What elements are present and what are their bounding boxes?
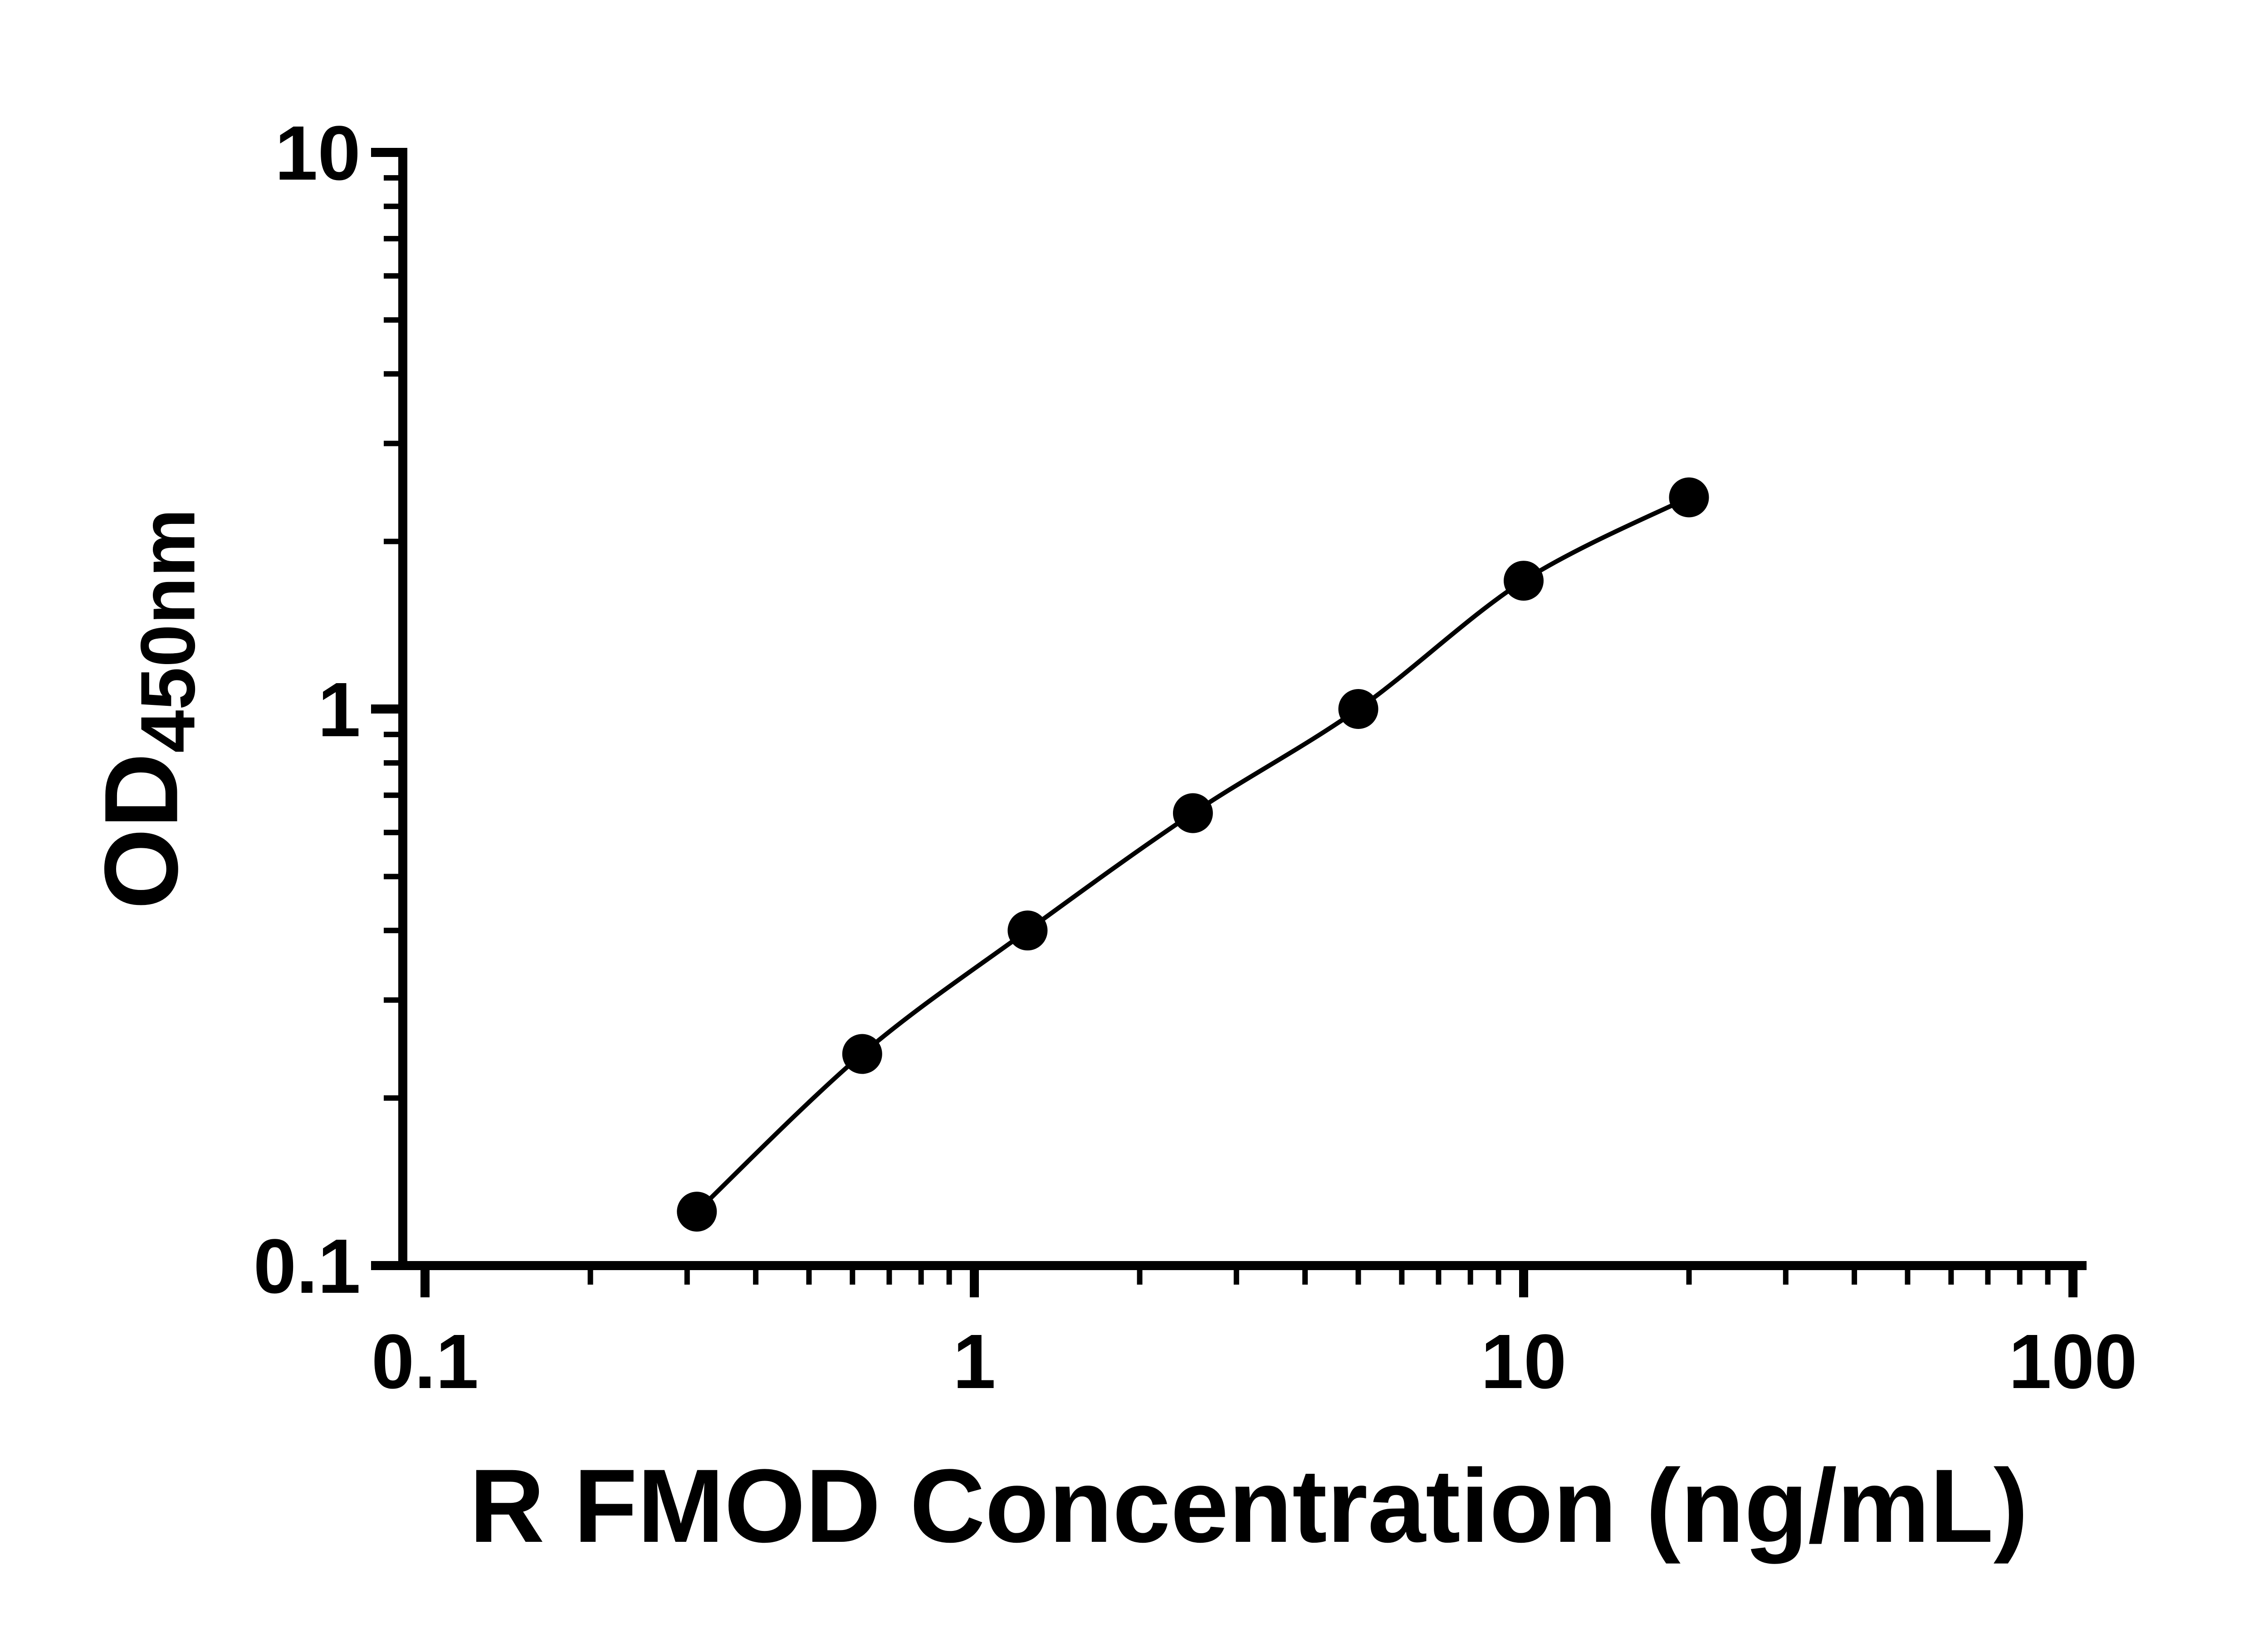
data-point-marker <box>1173 793 1213 833</box>
standard-curve-line <box>695 495 1690 1213</box>
y-tick-label: 0.1 <box>254 1223 361 1310</box>
data-point-marker <box>677 1192 717 1232</box>
y-axis-title-subscript: 450nm <box>125 508 211 753</box>
x-tick-label: 10 <box>1481 1319 1566 1405</box>
x-tick-label: 1 <box>953 1319 996 1405</box>
y-tick-label: 1 <box>318 667 361 753</box>
x-tick-label: 100 <box>2009 1319 2137 1405</box>
y-axis-title-main: OD <box>83 753 200 909</box>
x-axis-title: R FMOD Concentration (ng/mL) <box>469 1447 2028 1564</box>
data-point-marker <box>1338 689 1378 729</box>
data-point-marker <box>1669 477 1709 518</box>
data-point-marker <box>1504 561 1544 601</box>
data-point-marker <box>1007 910 1048 951</box>
y-axis-title: OD450nm <box>83 508 211 909</box>
x-tick-label: 0.1 <box>371 1319 479 1405</box>
y-tick-label: 10 <box>275 110 361 196</box>
data-point-marker <box>842 1034 882 1074</box>
